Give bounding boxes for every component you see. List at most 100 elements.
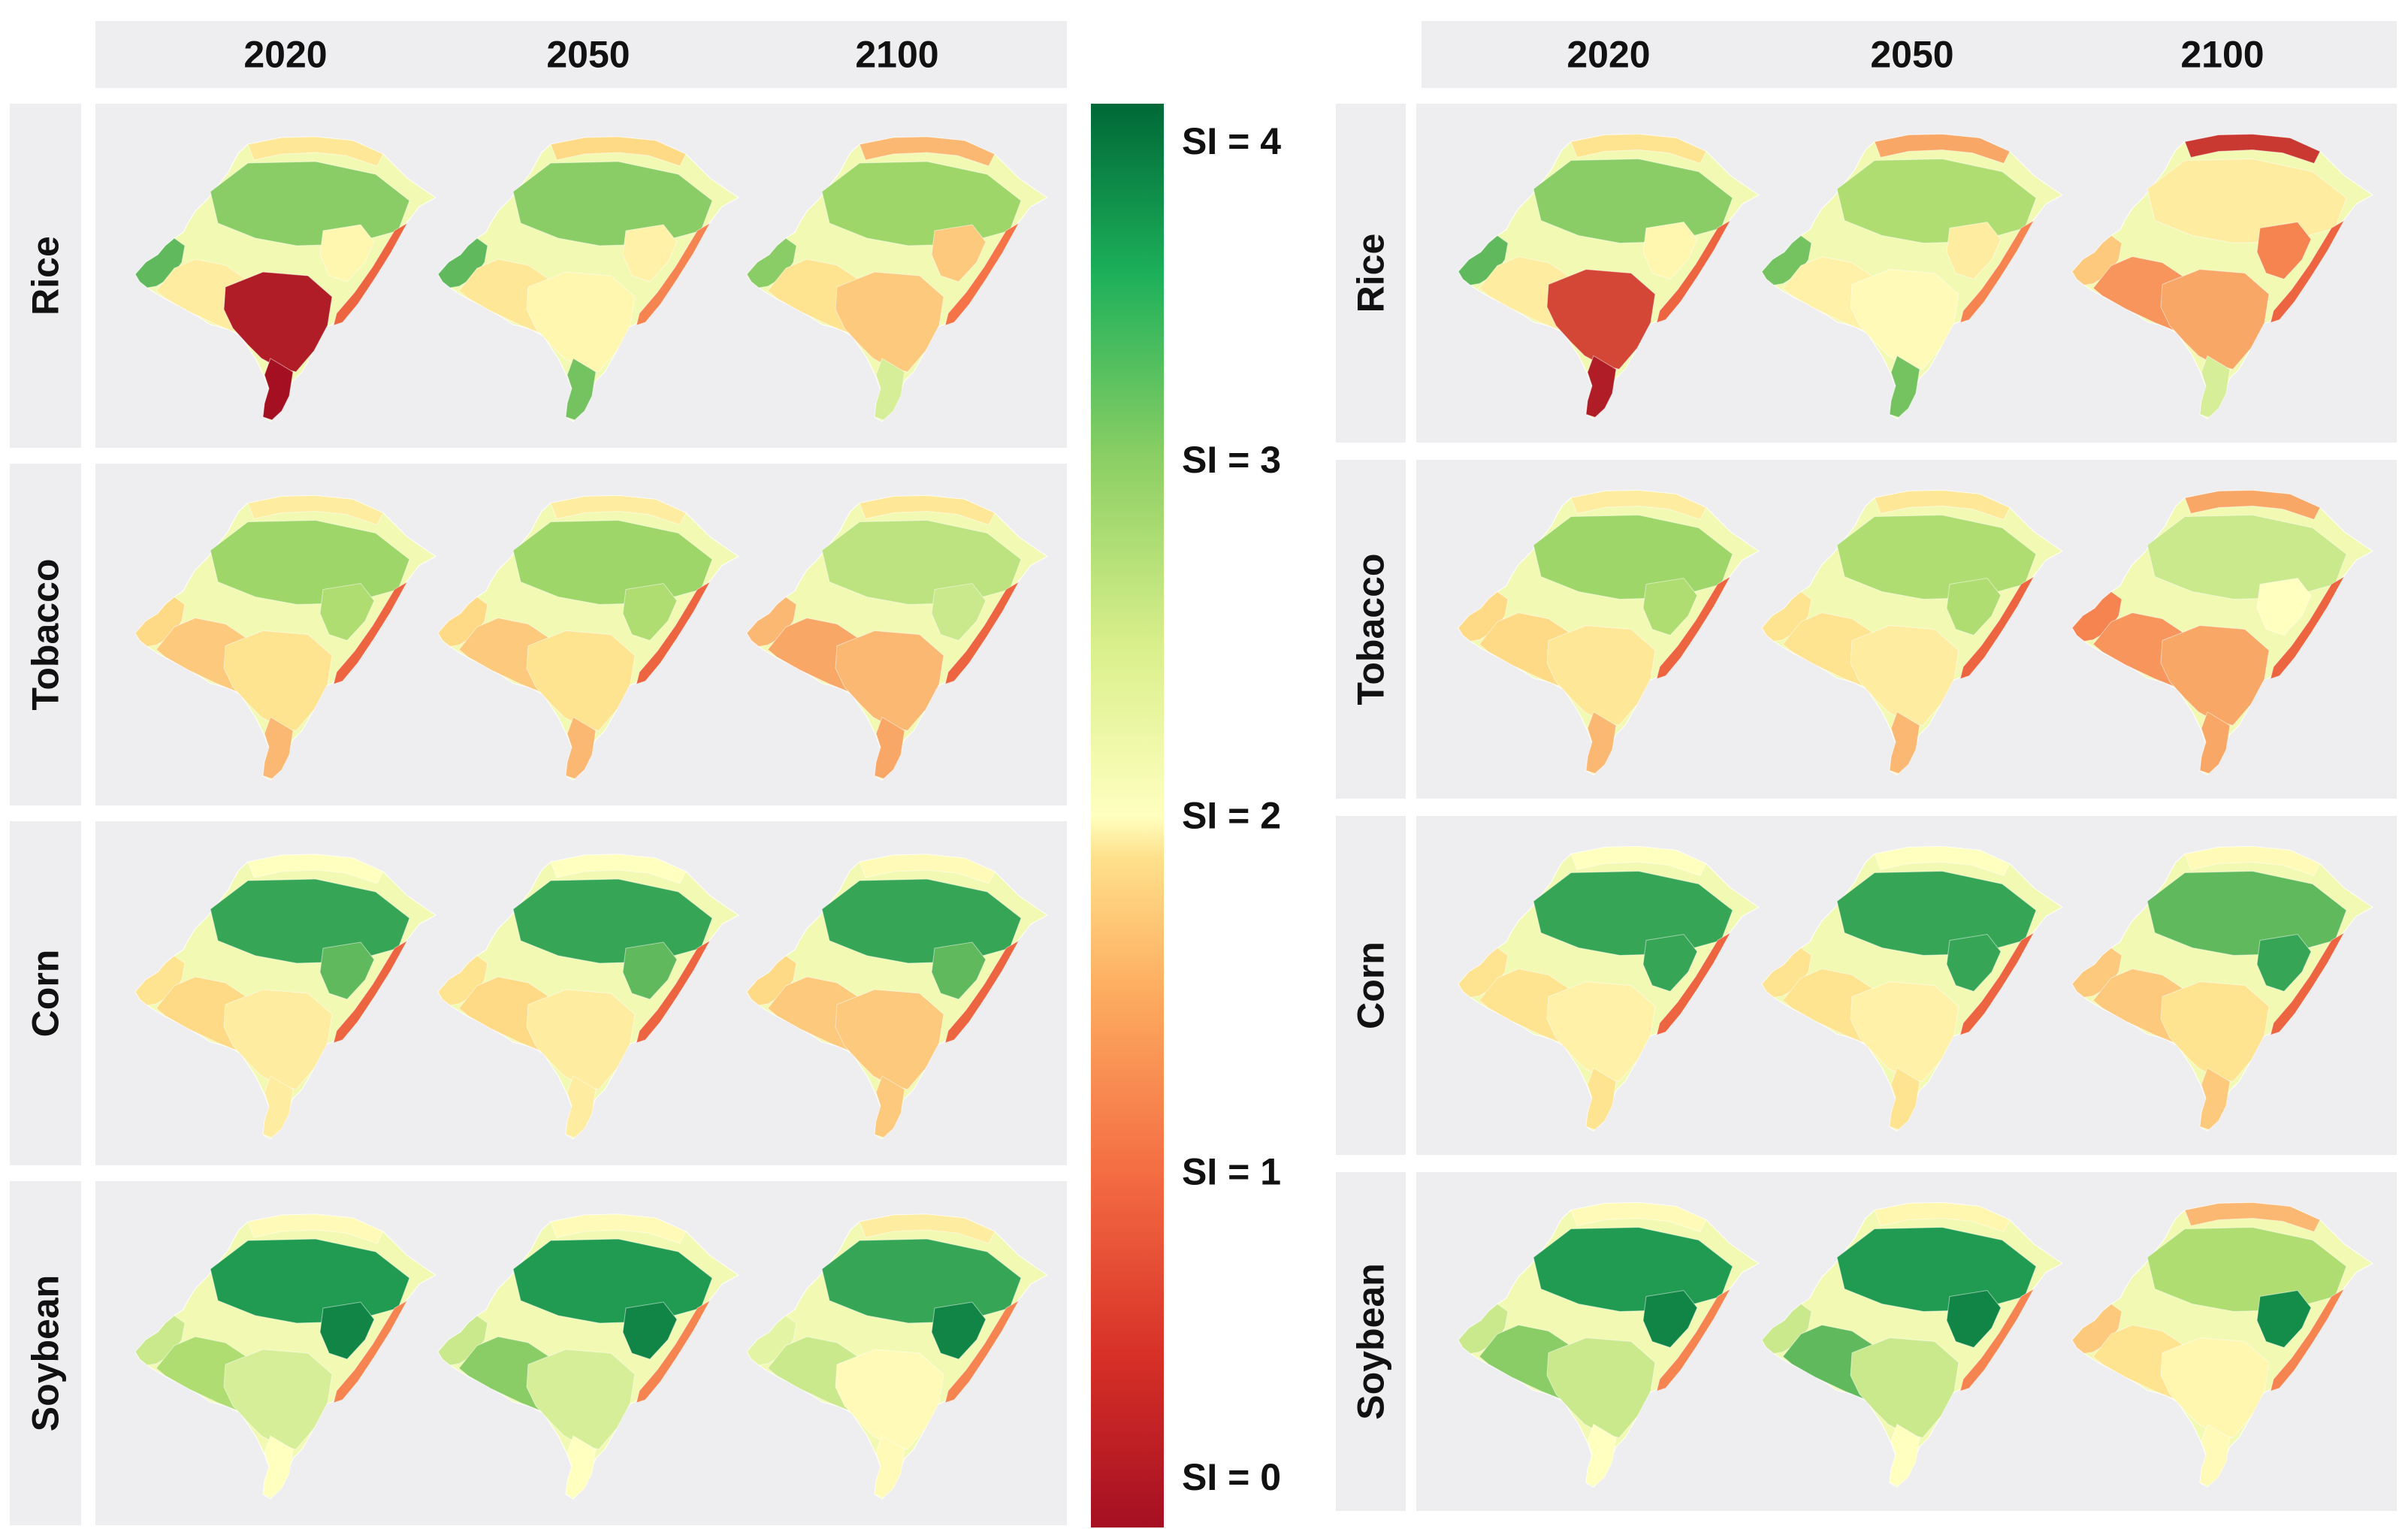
region-center-east [1642, 1289, 1698, 1349]
map-corn-2100 [2071, 845, 2373, 1132]
year-label-2020: 2020 [243, 34, 327, 76]
region-center-east [1642, 577, 1698, 636]
region-south-tip [262, 358, 294, 421]
crop-label-strip [10, 1181, 81, 1525]
region-north-rim [247, 854, 384, 884]
region-south-tip [1889, 355, 1920, 419]
crop-label-strip [1336, 816, 1406, 1155]
region-center-east [319, 224, 375, 283]
year-header-strip [1422, 21, 2397, 88]
region-south-center [1850, 981, 1959, 1083]
region-south-center [2160, 1337, 2270, 1439]
region-south-center [223, 989, 333, 1090]
map-tobacco-2100 [2071, 489, 2373, 776]
map-soybean-2100 [746, 1213, 1048, 1500]
region-south-tip [1889, 1067, 1920, 1131]
region-south-tip [565, 358, 597, 421]
colorbar-gradient [1091, 104, 1164, 1527]
year-label-2100: 2100 [855, 34, 938, 76]
region-north-rim [247, 1213, 384, 1244]
region-south-center [2160, 981, 2270, 1083]
region-south-center [223, 1349, 333, 1450]
region-center-east [1946, 221, 2002, 280]
region-east-coast [944, 939, 1020, 1044]
map-corn-2020 [1458, 845, 1760, 1132]
region-south-center [835, 271, 944, 373]
region-south-tip [2199, 1067, 2231, 1131]
map-rice-2020 [134, 136, 437, 422]
year-label-2050: 2050 [1870, 34, 1953, 76]
region-east-coast [1656, 932, 1732, 1036]
map-corn-2050 [1761, 845, 2063, 1132]
region-south-tip [1585, 711, 1617, 775]
region-center-east [319, 1301, 375, 1360]
region-north-rim [1874, 845, 2011, 877]
region-south-tip [2199, 711, 2231, 775]
map-tobacco-2020 [134, 494, 437, 781]
region-east-coast [1959, 1288, 2035, 1392]
crop-label-strip [1336, 460, 1406, 799]
region-east-coast [333, 222, 409, 326]
region-south-tip [1585, 1067, 1617, 1131]
region-east-coast [2270, 932, 2346, 1036]
region-east-coast [944, 222, 1020, 326]
map-tobacco-2050 [1761, 489, 2063, 776]
region-center-east [622, 1301, 678, 1360]
crop-label-strip [1336, 104, 1406, 443]
region-north-rim [1570, 845, 1707, 877]
region-north-rim [859, 136, 996, 167]
crop-label-soybean: Soybean [25, 1275, 67, 1431]
year-label-2100: 2100 [2180, 34, 2264, 76]
region-center-east [1946, 933, 2002, 993]
map-rice-2100 [746, 136, 1048, 422]
region-center-east [1946, 577, 2002, 636]
map-corn-2100 [746, 854, 1048, 1140]
region-north-rim [1874, 489, 2011, 521]
region-east-coast [333, 581, 409, 685]
region-center-east [622, 224, 678, 283]
region-center-east [319, 582, 375, 642]
region-center-east [931, 941, 986, 1000]
region-south-center [223, 271, 333, 373]
region-south-tip [874, 716, 905, 780]
left-panel: 2020 2050 2100 Rice Tobacco Corn Soybean [10, 21, 1067, 1525]
region-south-center [526, 630, 636, 732]
region-south-center [526, 271, 636, 373]
region-east-coast [2270, 576, 2346, 680]
region-south-tip [2199, 1423, 2231, 1487]
region-south-center [526, 989, 636, 1090]
crop-label-strip [10, 821, 81, 1165]
region-east-coast [636, 939, 712, 1044]
colorbar-tick-label: SI = 0 [1182, 1456, 1281, 1498]
crop-label-tobacco: Tobacco [1350, 554, 1392, 706]
region-south-tip [2199, 355, 2231, 419]
region-south-tip [1585, 355, 1617, 419]
region-north-rim [859, 854, 996, 884]
region-north-rim [2184, 845, 2321, 877]
region-south-tip [874, 1075, 905, 1138]
region-east-coast [1656, 1288, 1732, 1392]
region-south-tip [565, 1075, 597, 1138]
region-south-center [1850, 1337, 1959, 1439]
region-south-center [1546, 624, 1656, 727]
region-center-east [622, 582, 678, 642]
region-center-east [319, 941, 375, 1000]
region-east-coast [636, 222, 712, 326]
map-rice-2050 [437, 136, 739, 422]
region-north-rim [247, 494, 384, 526]
crop-label-strip [10, 104, 81, 448]
region-center-east [2256, 933, 2312, 993]
region-center-east [931, 1301, 986, 1360]
colorbar-tick-label: SI = 4 [1182, 120, 1281, 162]
region-south-tip [874, 1435, 905, 1498]
map-soybean-2020 [1458, 1201, 1760, 1488]
region-center-east [1642, 933, 1698, 993]
region-south-tip [1585, 1423, 1617, 1487]
region-north-rim [2184, 489, 2321, 521]
region-east-coast [944, 1299, 1020, 1404]
map-tobacco-2020 [1458, 489, 1760, 776]
region-east-coast [333, 939, 409, 1044]
region-east-coast [1959, 576, 2035, 680]
region-east-coast [333, 1299, 409, 1404]
